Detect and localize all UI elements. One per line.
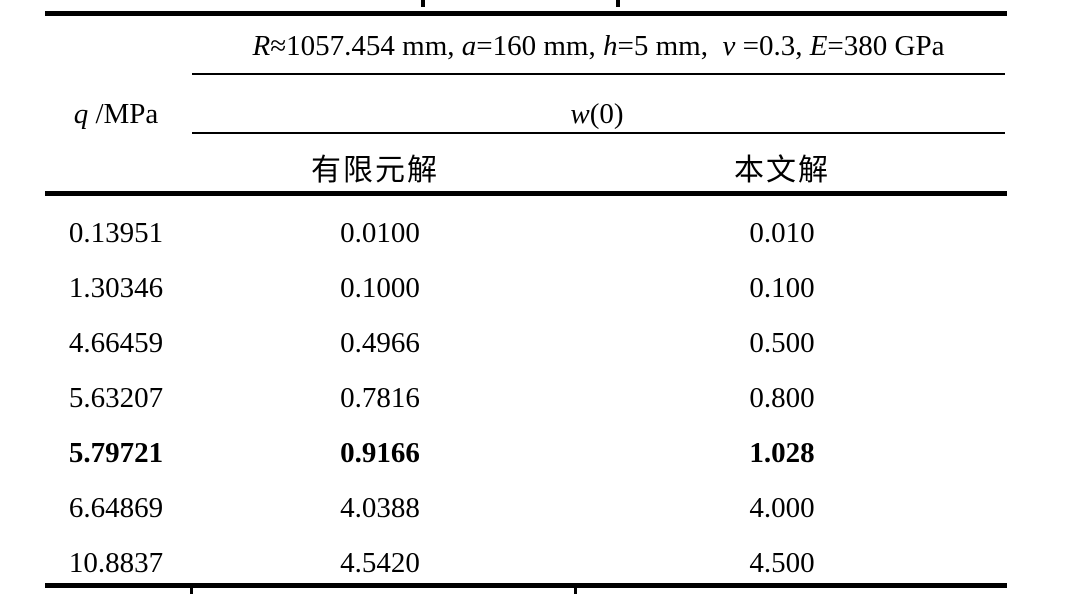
table-row: 4.66459 0.4966 0.500 xyxy=(0,316,1082,371)
table-row: 5.79721 0.9166 1.028 xyxy=(0,426,1082,481)
parameters-header: R≈1057.454 mm, a=160 mm, h=5 mm, ν =0.3,… xyxy=(252,30,945,62)
paper-solution-value: 0.100 xyxy=(749,272,815,304)
table-row: 1.30346 0.1000 0.100 xyxy=(0,261,1082,316)
table-row: 0.13951 0.0100 0.010 xyxy=(0,206,1082,261)
fem-solution-value: 0.4966 xyxy=(340,327,420,359)
header-body-divider xyxy=(45,191,1007,196)
q-value: 10.8837 xyxy=(68,547,164,579)
cropped-caption-glyph xyxy=(616,0,620,7)
table-top-border xyxy=(45,11,1007,16)
cropped-caption-glyph xyxy=(574,588,577,594)
w0-group-underline xyxy=(192,132,1005,134)
cropped-caption-glyph xyxy=(190,588,193,594)
fem-solution-value: 4.5420 xyxy=(340,547,420,579)
table-row: 6.64869 4.0388 4.000 xyxy=(0,481,1082,536)
parameters-underline xyxy=(192,73,1005,75)
fem-solution-value: 0.1000 xyxy=(340,272,420,304)
fem-solution-value: 0.0100 xyxy=(340,217,420,249)
q-value: 0.13951 xyxy=(68,217,164,249)
cropped-caption-glyph xyxy=(421,0,425,7)
q-column-header: q /MPa xyxy=(73,98,159,130)
q-value: 4.66459 xyxy=(68,327,164,359)
q-value: 1.30346 xyxy=(68,272,164,304)
paper-solution-column-header: 本文解 xyxy=(734,154,830,187)
paper-solution-value: 1.028 xyxy=(749,437,815,469)
table-body: 0.13951 0.0100 0.010 1.30346 0.1000 0.10… xyxy=(0,206,1082,591)
paper-solution-value: 0.010 xyxy=(749,217,815,249)
fem-solution-value: 4.0388 xyxy=(340,492,420,524)
paper-solution-value: 0.800 xyxy=(749,382,815,414)
fem-solution-value: 0.9166 xyxy=(340,437,420,469)
paper-solution-value: 4.500 xyxy=(749,547,815,579)
q-value: 5.79721 xyxy=(68,437,164,469)
q-value: 6.64869 xyxy=(68,492,164,524)
fem-solution-column-header: 有限元解 xyxy=(311,154,439,187)
table-row: 10.8837 4.5420 4.500 xyxy=(0,536,1082,591)
paper-solution-value: 4.000 xyxy=(749,492,815,524)
fem-solution-value: 0.7816 xyxy=(340,382,420,414)
w0-group-header: w(0) xyxy=(570,98,624,130)
q-value: 5.63207 xyxy=(68,382,164,414)
table-bottom-border xyxy=(45,583,1007,588)
paper-solution-value: 0.500 xyxy=(749,327,815,359)
table-row: 5.63207 0.7816 0.800 xyxy=(0,371,1082,426)
